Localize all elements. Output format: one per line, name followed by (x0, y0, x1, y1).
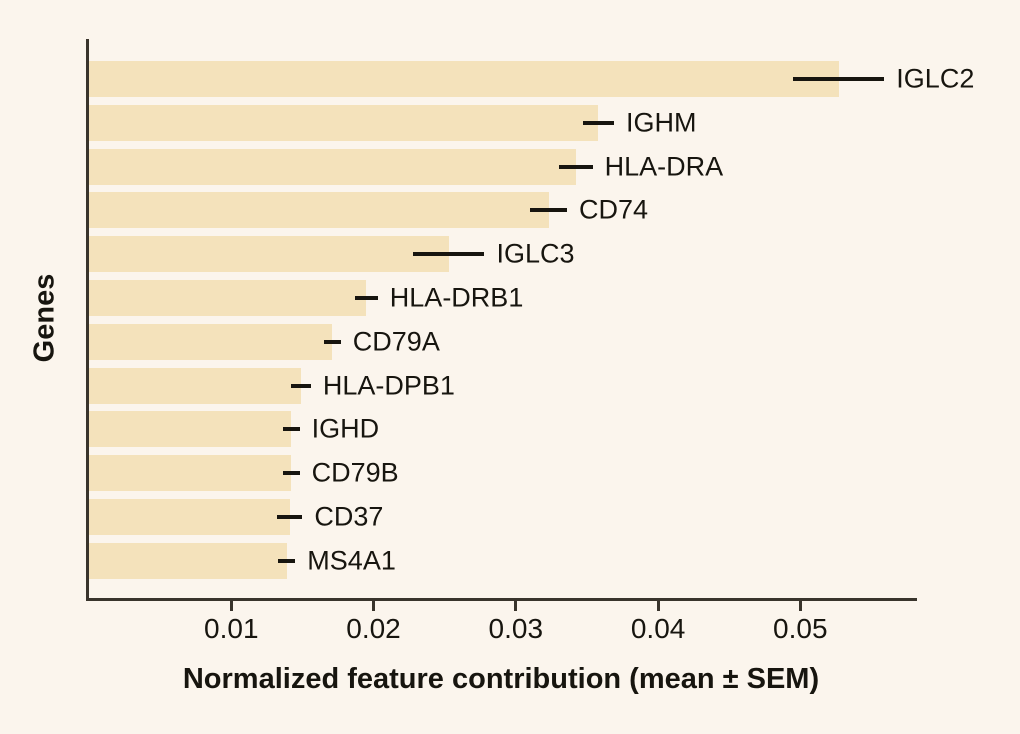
bar-hla-dpb1 (89, 367, 301, 404)
error-bar-ighm (582, 120, 614, 125)
bar-cd74 (89, 192, 549, 229)
bar-hla-dra (89, 148, 576, 185)
bar-label-cd74: CD74 (579, 194, 649, 225)
error-bar-hla-dra (558, 164, 593, 169)
bar-cd37 (89, 499, 290, 535)
bar-label-iglc3: IGLC3 (496, 238, 575, 269)
bar-label-hla-drb1: HLA-DRB1 (389, 282, 524, 313)
bar-label-hla-dra: HLA-DRA (604, 151, 724, 182)
bar-label-ighd: IGHD (311, 413, 380, 444)
bar-ms4a1 (89, 542, 287, 579)
error-bar-cd79a (323, 339, 341, 344)
x-axis-title: Normalized feature contribution (mean ± … (182, 663, 820, 695)
bar-label-ighm: IGHM (626, 107, 697, 138)
y-axis-title: Genes (28, 273, 61, 363)
bar-label-hla-dpb1: HLA-DPB1 (322, 370, 455, 401)
bar-hla-drb1 (89, 280, 367, 316)
bar-label-ms4a1: MS4A1 (307, 545, 396, 576)
x-tick-label-0.02: 0.02 (346, 613, 401, 644)
error-bar-iglc3 (413, 252, 485, 257)
bar-cd79a (89, 323, 333, 360)
bar-ighd (89, 411, 291, 448)
bar-iglc2 (89, 61, 839, 97)
plot-area: IGLC2 IGHM HLA-DRA CD74 IGLC3 HLA-DRB1 CD79A HL… (86, 39, 974, 601)
error-bar-ms4a1 (278, 558, 296, 563)
error-bar-iglc2 (793, 77, 885, 81)
error-bar-ighd (282, 427, 300, 432)
error-bar-cd79b (282, 471, 300, 476)
bar-label-cd79a: CD79A (352, 326, 440, 357)
x-tick-mark-0.01 (229, 601, 233, 611)
x-tick-label-0.05: 0.05 (773, 613, 828, 644)
bar-label-cd79b: CD79B (311, 457, 399, 488)
x-tick-mark-0.04 (656, 601, 660, 611)
bar-label-cd37: CD37 (314, 501, 384, 532)
bar-iglc3 (89, 236, 449, 273)
x-tick-mark-0.02 (372, 601, 375, 611)
x-tick-label-0.04: 0.04 (630, 613, 686, 644)
x-tick-label-0.01: 0.01 (204, 613, 259, 644)
x-tick-mark-0.05 (798, 601, 802, 611)
x-tick-mark-0.03 (514, 601, 518, 611)
error-bar-hla-drb1 (355, 296, 378, 300)
bar-cd79b (89, 455, 291, 492)
bar-ighm (89, 104, 599, 141)
x-tick-label-0.03: 0.03 (488, 613, 544, 644)
error-bar-cd74 (530, 208, 567, 213)
error-bar-hla-dpb1 (291, 383, 311, 388)
error-bar-cd37 (276, 515, 303, 519)
bar-label-iglc2: IGLC2 (896, 63, 975, 94)
